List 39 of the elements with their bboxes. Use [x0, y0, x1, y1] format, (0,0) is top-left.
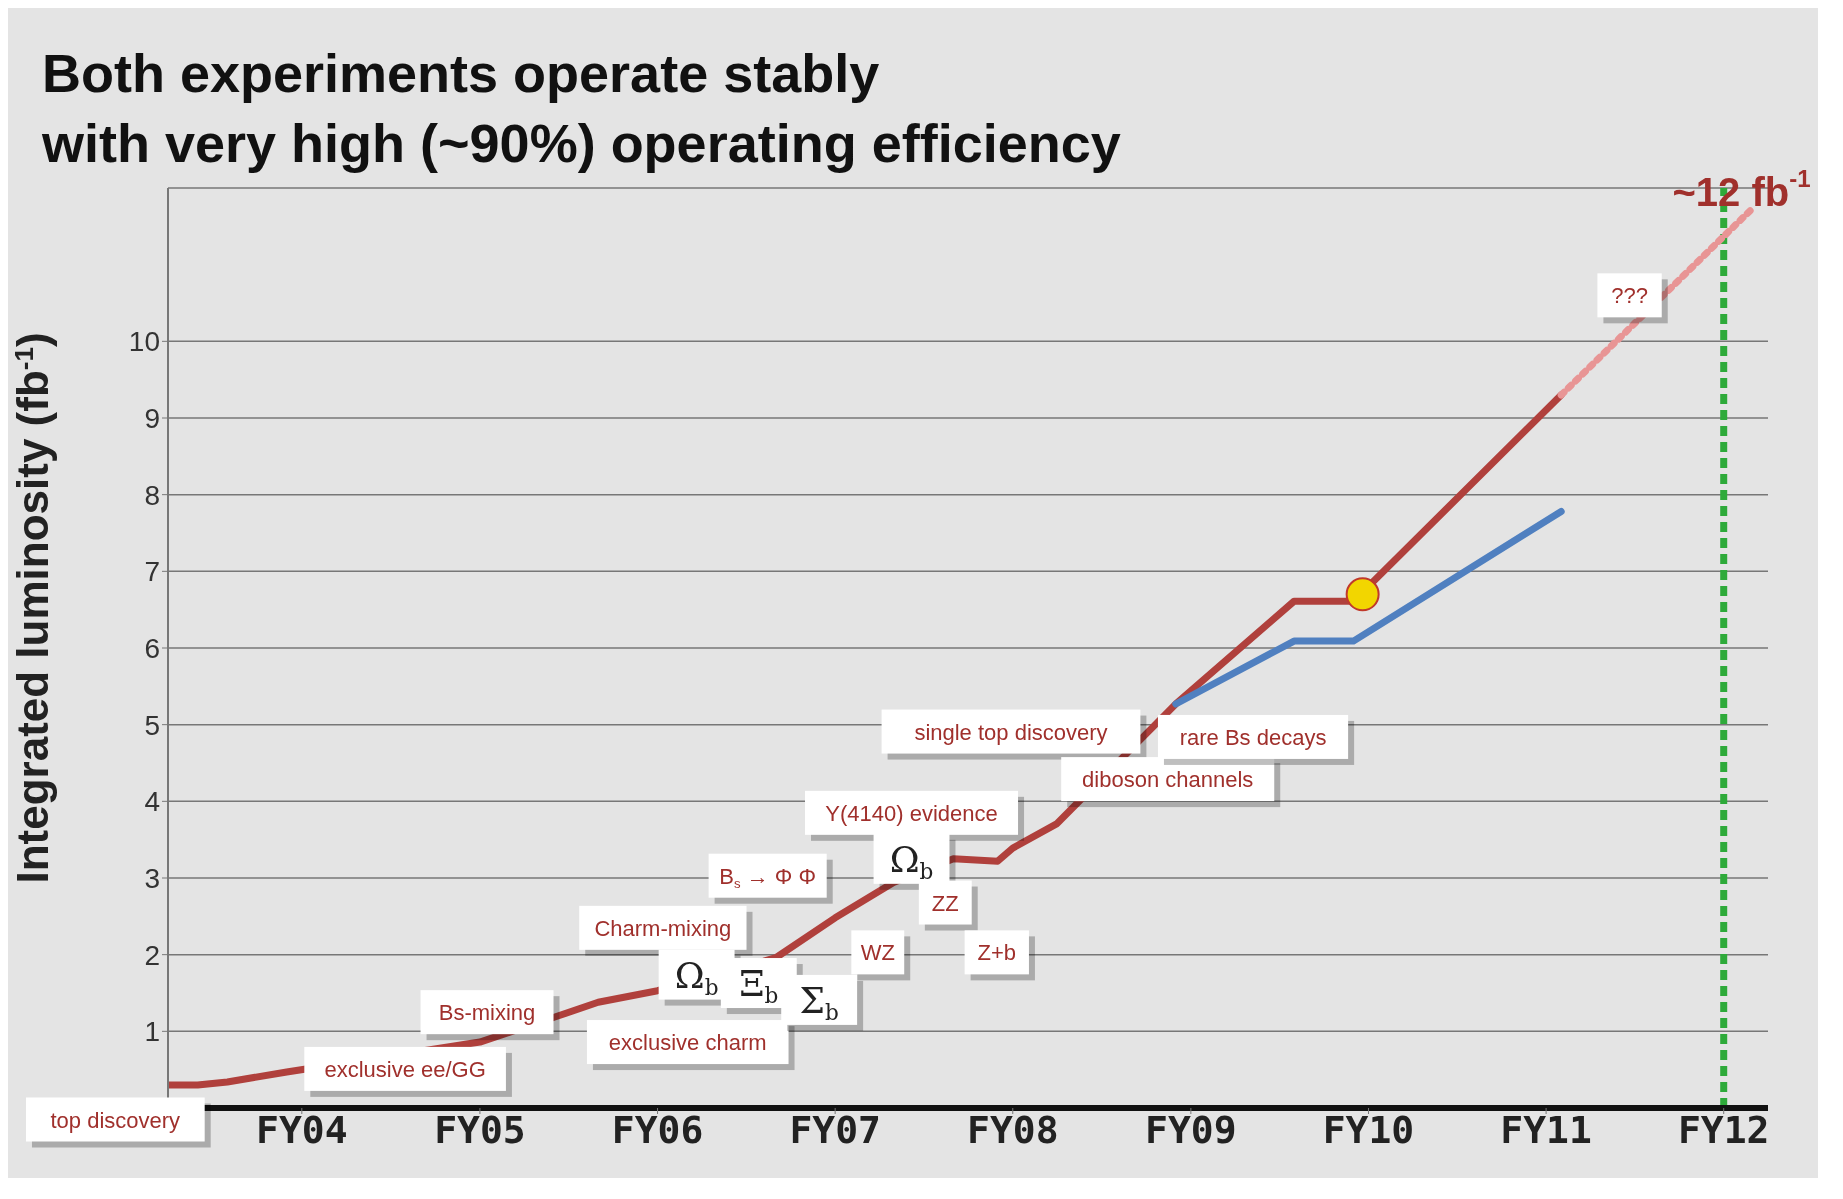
annotation: single top discovery: [914, 719, 1108, 745]
annotation: Z+b: [977, 939, 1017, 965]
x-tick-label: FY12: [1677, 1107, 1770, 1152]
x-tick-label: FY06: [611, 1107, 704, 1152]
annotation: Ω$_{b}$: [889, 838, 934, 884]
annotation: Charm-mixing: [594, 915, 732, 941]
y-tick-label: 8: [144, 479, 160, 511]
annotation: diboson channels: [1082, 766, 1254, 792]
annotation: top discovery: [50, 1107, 181, 1132]
y-tick-label: 4: [144, 786, 160, 818]
annotation: Σ$_{b}$: [799, 979, 839, 1025]
y-tick-label: 10: [128, 326, 160, 358]
annotation: exclusive charm: [608, 1029, 767, 1055]
x-tick-label: FY11: [1500, 1107, 1592, 1152]
annotation: WZ: [860, 939, 895, 965]
x-tick-label: FY07: [789, 1107, 881, 1152]
annotation: Bs-mixing: [438, 999, 536, 1025]
x-tick-label: FY08: [967, 1107, 1059, 1152]
annotation: Y(4140) evidence: [825, 800, 998, 826]
chart-title: Both experiments operate stably with very high (~90%) operating efficiency: [42, 42, 1122, 173]
y-tick-label: 6: [144, 632, 160, 664]
y-tick-label: 3: [144, 862, 160, 894]
annotation: ???: [1611, 282, 1648, 308]
annotation: rare Bs decays: [1179, 724, 1327, 750]
x-tick-label: FY05: [434, 1107, 526, 1152]
y-tick-label: 2: [144, 939, 160, 971]
y-tick-label: 1: [144, 1016, 160, 1048]
annotation: ~12 fb$^{-1}$: [1672, 164, 1811, 214]
x-tick-label: FY04: [256, 1107, 348, 1152]
y-tick-label: 5: [144, 709, 160, 741]
annotation: Ω$_{b}$: [674, 954, 719, 1000]
annotation: exclusive ee/GG: [324, 1056, 486, 1082]
x-tick-label: FY09: [1145, 1107, 1237, 1152]
x-tick-label: FY10: [1322, 1107, 1415, 1152]
annotation: Ξ$_{b}$: [739, 962, 779, 1009]
annotation: B$_{s}$ → Φ Φ: [719, 863, 817, 891]
annotation: ZZ: [931, 890, 959, 916]
y-tick-label: 7: [144, 556, 160, 588]
y-tick-label: 9: [144, 402, 160, 434]
